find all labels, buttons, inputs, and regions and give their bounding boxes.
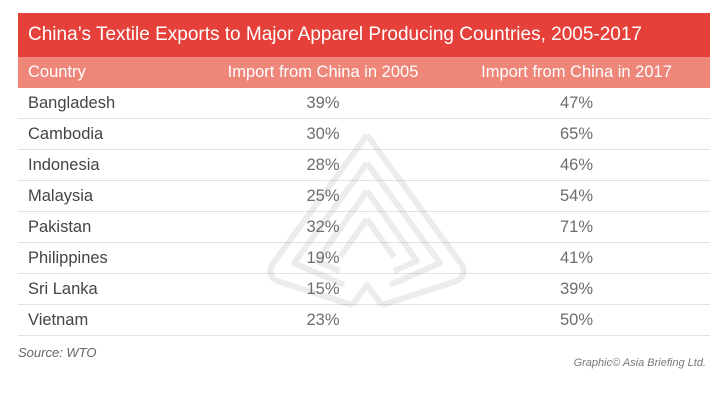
value-2005-cell: 30% [306, 124, 340, 143]
value-2005-cell: 28% [306, 155, 340, 174]
country-cell: Philippines [28, 248, 108, 267]
column-header-2017: Import from China in 2017 [481, 63, 672, 81]
value-2017-cell: 65% [559, 124, 594, 143]
country-cell: Vietnam [28, 310, 89, 329]
value-2017-cell: 54% [559, 186, 594, 205]
table-row: Philippines 19% 41% [18, 243, 710, 274]
value-2005-cell: 23% [306, 310, 340, 329]
column-header-2005: Import from China in 2005 [227, 63, 419, 81]
value-2017-cell: 46% [559, 155, 594, 174]
country-cell: Malaysia [28, 186, 94, 205]
source-note: Source: WTO [18, 345, 97, 360]
table-row: Bangladesh 39% 47% [18, 88, 710, 119]
table-title: China’s Textile Exports to Major Apparel… [18, 13, 710, 57]
table-container: China’s Textile Exports to Major Apparel… [18, 13, 710, 337]
table-row: Malaysia 25% 54% [18, 181, 710, 212]
header-row: Country Import from China in 2005 Import… [18, 57, 710, 88]
value-2005-cell: 15% [306, 279, 340, 298]
value-2005-cell: 19% [306, 248, 340, 267]
table-row: Sri Lanka 15% 39% [18, 274, 710, 305]
value-2017-cell: 41% [559, 248, 594, 267]
value-2005-cell: 39% [306, 93, 340, 112]
value-2017-cell: 50% [559, 310, 594, 329]
country-cell: Cambodia [28, 124, 104, 143]
table-row: Vietnam 23% 50% [18, 305, 710, 336]
value-2005-cell: 25% [306, 186, 340, 205]
country-cell: Indonesia [28, 155, 100, 174]
value-2017-cell: 39% [559, 279, 594, 298]
value-2017-cell: 47% [559, 93, 594, 112]
table-row: Cambodia 30% 65% [18, 119, 710, 150]
country-cell: Sri Lanka [28, 279, 98, 298]
table-row: Indonesia 28% 46% [18, 150, 710, 181]
column-header-country: Country [28, 63, 86, 81]
country-cell: Bangladesh [28, 93, 116, 112]
table-row: Pakistan 32% 71% [18, 212, 710, 243]
value-2005-cell: 32% [306, 217, 340, 236]
value-2017-cell: 71% [559, 217, 594, 236]
graphic-credit: Graphic© Asia Briefing Ltd. [573, 357, 706, 369]
country-cell: Pakistan [28, 217, 92, 236]
